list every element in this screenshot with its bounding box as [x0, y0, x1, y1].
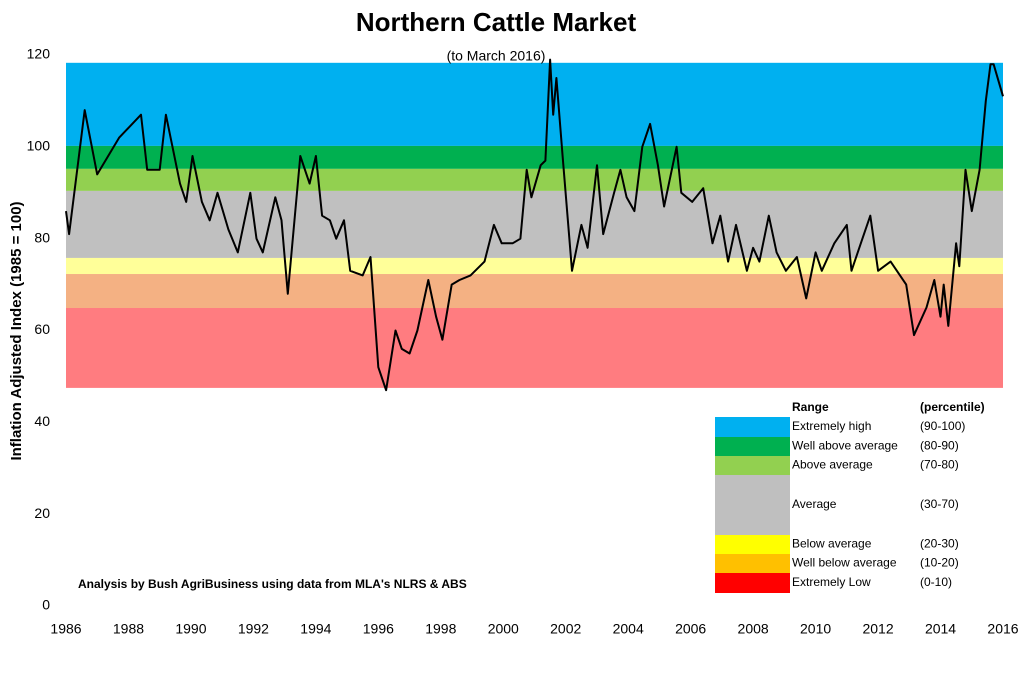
x-tick-label: 1990	[175, 621, 206, 637]
legend-swatch	[715, 456, 790, 475]
y-tick-label: 120	[27, 46, 51, 62]
band	[66, 168, 1003, 191]
x-tick-label: 2016	[987, 621, 1018, 637]
legend-swatch	[715, 535, 790, 554]
x-tick-label: 1996	[363, 621, 394, 637]
band	[66, 257, 1003, 275]
y-tick-label: 20	[34, 505, 50, 521]
y-axis-label: Inflation Adjusted Index (1985 = 100)	[8, 201, 25, 460]
x-tick-label: 1994	[300, 621, 331, 637]
y-tick-label: 80	[34, 229, 50, 245]
legend-label: Average	[792, 497, 837, 511]
chart-title: Northern Cattle Market	[356, 7, 637, 37]
legend-subtitle: (percentile)	[920, 400, 985, 414]
legend-percentile: (90-100)	[920, 419, 965, 433]
legend-percentile: (0-10)	[920, 575, 952, 589]
x-tick-label: 1998	[425, 621, 456, 637]
band	[66, 308, 1003, 388]
x-tick-label: 2012	[862, 621, 893, 637]
legend-swatch	[715, 554, 790, 573]
legend-percentile: (70-80)	[920, 458, 959, 472]
x-tick-label: 2006	[675, 621, 706, 637]
legend-swatch	[715, 437, 790, 456]
x-tick-label: 2014	[925, 621, 956, 637]
x-tick-label: 1986	[50, 621, 81, 637]
legend-title: Range	[792, 400, 829, 414]
bands	[66, 62, 1003, 388]
legend-label: Extremely Low	[792, 575, 871, 589]
plot	[65, 58, 1004, 392]
legend-percentile: (80-90)	[920, 439, 959, 453]
x-tick-label: 2004	[613, 621, 644, 637]
y-tick-label: 60	[34, 321, 50, 337]
annotation: Analysis by Bush AgriBusiness using data…	[78, 577, 467, 591]
legend-percentile: (30-70)	[920, 497, 959, 511]
legend-label: Extremely high	[792, 419, 871, 433]
x-tick-label: 2000	[488, 621, 519, 637]
band	[66, 190, 1003, 258]
x-tick-label: 1992	[238, 621, 269, 637]
legend-percentile: (10-20)	[920, 556, 959, 570]
legend-label: Well below average	[792, 556, 897, 570]
x-tick-label: 2002	[550, 621, 581, 637]
legend-swatch	[715, 475, 790, 535]
y-tick-label: 100	[27, 138, 51, 154]
band	[66, 274, 1003, 309]
legend-percentile: (20-30)	[920, 537, 959, 551]
chart-subtitle: (to March 2016)	[447, 48, 546, 64]
legend-label: Below average	[792, 537, 872, 551]
legend-swatch	[715, 417, 790, 437]
x-tick-label: 2010	[800, 621, 831, 637]
band	[66, 145, 1003, 169]
band	[66, 62, 1003, 146]
legend-label: Above average	[792, 458, 873, 472]
y-tick-label: 40	[34, 413, 50, 429]
x-tick-label: 2008	[738, 621, 769, 637]
legend-label: Well above average	[792, 439, 898, 453]
series-line	[65, 58, 1004, 392]
legend-swatch	[715, 573, 790, 593]
x-tick-label: 1988	[113, 621, 144, 637]
y-tick-label: 0	[42, 597, 50, 613]
